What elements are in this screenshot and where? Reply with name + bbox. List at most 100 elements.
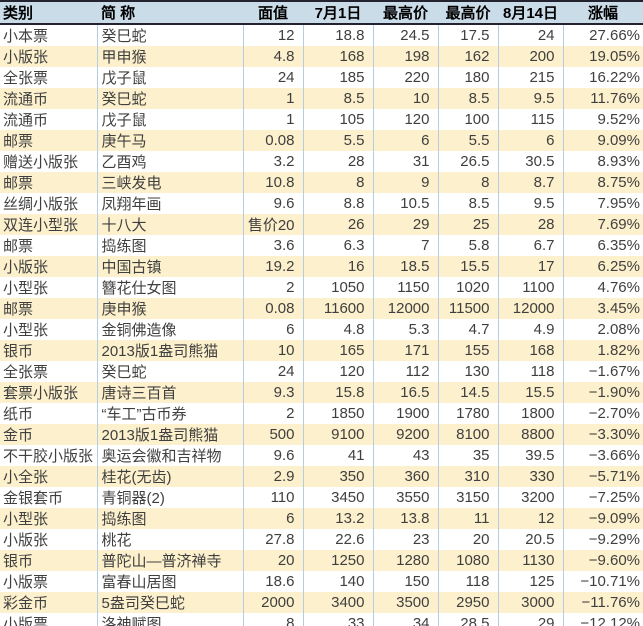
table-row: 纸币 “车工”古币券 2 1850 1900 1780 1800 −2.70% — [0, 403, 643, 424]
cell-name: 青铜器(2) — [96, 487, 243, 508]
cell-price-aug14: 6.7 — [497, 235, 563, 256]
table-row: 小版张 桃花 27.8 22.6 23 20 20.5 −9.29% — [0, 529, 643, 550]
cell-price-jul1: 18.8 — [302, 24, 373, 46]
cell-price-aug14: 17 — [497, 256, 563, 277]
cell-high-price-2: 35 — [437, 445, 498, 466]
cell-high-price-2: 310 — [437, 466, 498, 487]
cell-high-price: 9 — [372, 172, 438, 193]
cell-name: 庚申猴 — [96, 298, 243, 319]
table-row: 邮票 庚午马 0.08 5.5 6 5.5 6 9.09% — [0, 130, 643, 151]
cell-high-price-2: 5.8 — [437, 235, 498, 256]
cell-name: 唐诗三百首 — [96, 382, 243, 403]
cell-face-value: 18.6 — [242, 571, 303, 592]
cell-change: 16.22% — [562, 67, 643, 88]
cell-price-aug14: 1130 — [497, 550, 563, 571]
cell-change: 7.69% — [562, 214, 643, 235]
cell-name: 戊子鼠 — [96, 109, 243, 130]
cell-high-price: 18.5 — [372, 256, 438, 277]
cell-face-value: 0.08 — [242, 130, 303, 151]
cell-category: 套票小版张 — [0, 382, 97, 403]
cell-change: −11.76% — [562, 592, 643, 613]
cell-name: 2013版1盎司熊猫 — [96, 340, 243, 361]
cell-high-price: 6 — [372, 130, 438, 151]
cell-price-jul1: 22.6 — [302, 529, 373, 550]
cell-change: 27.66% — [562, 24, 643, 46]
cell-high-price: 3550 — [372, 487, 438, 508]
cell-high-price-2: 180 — [437, 67, 498, 88]
cell-face-value: 6 — [242, 508, 303, 529]
cell-change: −9.29% — [562, 529, 643, 550]
cell-category: 流通币 — [0, 88, 97, 109]
cell-change: 8.75% — [562, 172, 643, 193]
cell-high-price-2: 4.7 — [437, 319, 498, 340]
cell-price-aug14: 1100 — [497, 277, 563, 298]
cell-high-price-2: 8 — [437, 172, 498, 193]
cell-name: 庚午马 — [96, 130, 243, 151]
cell-category: 小版张 — [0, 529, 97, 550]
cell-high-price-2: 1080 — [437, 550, 498, 571]
cell-change: 1.82% — [562, 340, 643, 361]
cell-category: 金银套币 — [0, 487, 97, 508]
table-row: 全张票 癸巳蛇 24 120 112 130 118 −1.67% — [0, 361, 643, 382]
cell-change: −10.71% — [562, 571, 643, 592]
table-row: 小版张 中国古镇 19.2 16 18.5 15.5 17 6.25% — [0, 256, 643, 277]
cell-high-price-2: 155 — [437, 340, 498, 361]
cell-name: 捣练图 — [96, 235, 243, 256]
cell-change: 8.93% — [562, 151, 643, 172]
cell-name: 捣练图 — [96, 508, 243, 529]
cell-category: 小全张 — [0, 466, 97, 487]
cell-category: 邮票 — [0, 172, 97, 193]
cell-price-jul1: 15.8 — [302, 382, 373, 403]
cell-face-value: 110 — [242, 487, 303, 508]
cell-face-value: 2.9 — [242, 466, 303, 487]
cell-high-price-2: 17.5 — [437, 24, 498, 46]
cell-price-aug14: 3200 — [497, 487, 563, 508]
table-row: 小型张 金铜佛造像 6 4.8 5.3 4.7 4.9 2.08% — [0, 319, 643, 340]
cell-face-value: 20 — [242, 550, 303, 571]
cell-high-price: 10.5 — [372, 193, 438, 214]
cell-face-value: 0.08 — [242, 298, 303, 319]
cell-high-price: 171 — [372, 340, 438, 361]
cell-change: −2.70% — [562, 403, 643, 424]
cell-face-value: 27.8 — [242, 529, 303, 550]
cell-high-price: 7 — [372, 235, 438, 256]
cell-price-jul1: 1250 — [302, 550, 373, 571]
table-header-row: 类别 简 称 面值 7月1日 最高价 最高价 8月14日 涨幅 — [0, 0, 643, 25]
cell-change: 6.25% — [562, 256, 643, 277]
cell-face-value: 2 — [242, 403, 303, 424]
table-row: 银币 2013版1盎司熊猫 10 165 171 155 168 1.82% — [0, 340, 643, 361]
cell-face-value: 8 — [242, 613, 303, 626]
cell-face-value: 12 — [242, 24, 303, 46]
cell-change: 6.35% — [562, 235, 643, 256]
cell-face-value: 3.6 — [242, 235, 303, 256]
cell-change: 9.52% — [562, 109, 643, 130]
cell-category: 银币 — [0, 550, 97, 571]
cell-price-aug14: 3000 — [497, 592, 563, 613]
cell-category: 小型张 — [0, 277, 97, 298]
cell-name: 2013版1盎司熊猫 — [96, 424, 243, 445]
cell-name: 普陀山—普济禅寺 — [96, 550, 243, 571]
cell-name: 癸巳蛇 — [96, 24, 243, 46]
cell-change: −12.12% — [562, 613, 643, 626]
cell-name: 桃花 — [96, 529, 243, 550]
cell-price-jul1: 165 — [302, 340, 373, 361]
cell-high-price-2: 20 — [437, 529, 498, 550]
cell-high-price-2: 1020 — [437, 277, 498, 298]
cell-face-value: 24 — [242, 67, 303, 88]
cell-change: −9.60% — [562, 550, 643, 571]
cell-change: 19.05% — [562, 46, 643, 67]
col-header-category: 类别 — [0, 0, 97, 25]
cell-price-jul1: 140 — [302, 571, 373, 592]
cell-name: 癸巳蛇 — [96, 361, 243, 382]
cell-face-value: 10.8 — [242, 172, 303, 193]
cell-high-price: 23 — [372, 529, 438, 550]
cell-name: 金铜佛造像 — [96, 319, 243, 340]
cell-high-price-2: 3150 — [437, 487, 498, 508]
cell-change: 9.09% — [562, 130, 643, 151]
cell-category: 赠送小版张 — [0, 151, 97, 172]
cell-high-price: 198 — [372, 46, 438, 67]
cell-face-value: 9.3 — [242, 382, 303, 403]
cell-price-jul1: 3450 — [302, 487, 373, 508]
table-row: 不干胶小版张 奥运会徽和吉祥物 9.6 41 43 35 39.5 −3.66% — [0, 445, 643, 466]
cell-high-price: 31 — [372, 151, 438, 172]
